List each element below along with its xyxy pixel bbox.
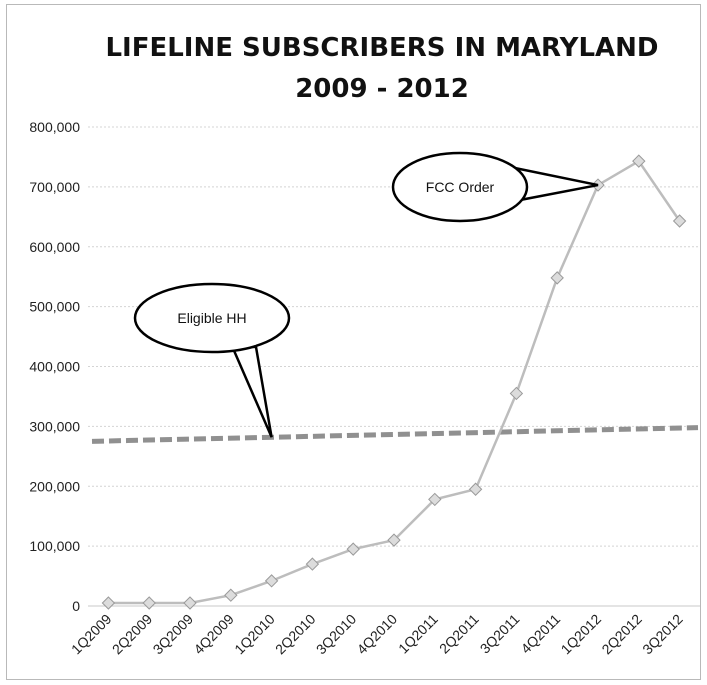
x-tick-label: 4Q2011 — [518, 611, 564, 657]
y-axis-ticks: 0 100,000 200,000 300,000 400,000 500,000 600,… — [29, 119, 80, 614]
x-axis-ticks: 1Q20092Q20093Q20094Q20091Q20102Q20103Q20… — [68, 611, 686, 658]
data-point-marker — [142, 596, 156, 610]
eligible-hh-callout-label: Eligible HH — [177, 310, 246, 326]
y-tick-label: 400,000 — [29, 359, 80, 375]
x-tick-label: 2Q2010 — [272, 611, 319, 658]
fcc-order-callout-label: FCC Order — [426, 179, 495, 195]
x-tick-label: 4Q2010 — [354, 611, 401, 658]
x-tick-label: 3Q2011 — [477, 611, 523, 657]
chart-frame — [6, 4, 701, 680]
x-tick-label: 3Q2012 — [639, 611, 686, 658]
series-markers — [101, 154, 687, 610]
x-tick-label: 1Q2012 — [558, 611, 605, 658]
y-tick-label: 700,000 — [29, 179, 80, 195]
data-point-marker — [305, 557, 320, 571]
x-tick-label: 1Q2011 — [395, 611, 441, 657]
chart-title: LIFELINE SUBSCRIBERS IN MARYLAND — [105, 33, 658, 63]
chart-subtitle: 2009 - 2012 — [295, 74, 469, 104]
y-tick-label: 300,000 — [29, 418, 80, 434]
x-tick-label: 2Q2012 — [598, 611, 645, 658]
data-point-marker — [672, 214, 687, 228]
y-tick-label: 0 — [72, 598, 80, 614]
eligible-hh-callout-tail — [230, 344, 273, 438]
fcc-order-callout-bubble — [391, 151, 529, 223]
data-point-marker — [468, 482, 483, 496]
data-point-marker — [101, 596, 116, 610]
data-point-marker — [509, 386, 524, 401]
callouts: FCC Order Eligible HH — [133, 151, 599, 438]
y-tick-label: 200,000 — [29, 478, 80, 494]
data-point-marker — [183, 596, 197, 610]
x-tick-label: 2Q2009 — [109, 611, 156, 658]
y-tick-label: 100,000 — [29, 538, 80, 554]
eligible-hh-line — [91, 425, 699, 444]
data-point-marker — [428, 492, 442, 507]
fcc-order-callout-seam — [509, 165, 520, 198]
x-tick-label: 2Q2011 — [436, 611, 482, 657]
data-point-marker — [387, 533, 401, 547]
x-tick-label: 1Q2010 — [231, 611, 278, 658]
reference-line — [91, 425, 699, 444]
data-point-marker — [632, 154, 646, 168]
x-tick-label: 3Q2010 — [313, 611, 360, 658]
y-tick-label: 800,000 — [29, 119, 80, 135]
y-tick-label: 600,000 — [29, 239, 80, 255]
x-tick-label: 1Q2009 — [68, 611, 115, 658]
data-point-marker — [550, 271, 564, 285]
eligible-hh-callout-bubble — [133, 282, 291, 354]
x-tick-label: 4Q2009 — [190, 611, 237, 658]
x-tick-label: 3Q2009 — [150, 611, 197, 658]
data-point-marker — [224, 588, 238, 602]
data-point-marker — [346, 542, 360, 556]
eligible-hh-callout-seam — [231, 338, 256, 345]
y-tick-label: 500,000 — [29, 299, 80, 315]
data-point-marker — [264, 574, 279, 588]
